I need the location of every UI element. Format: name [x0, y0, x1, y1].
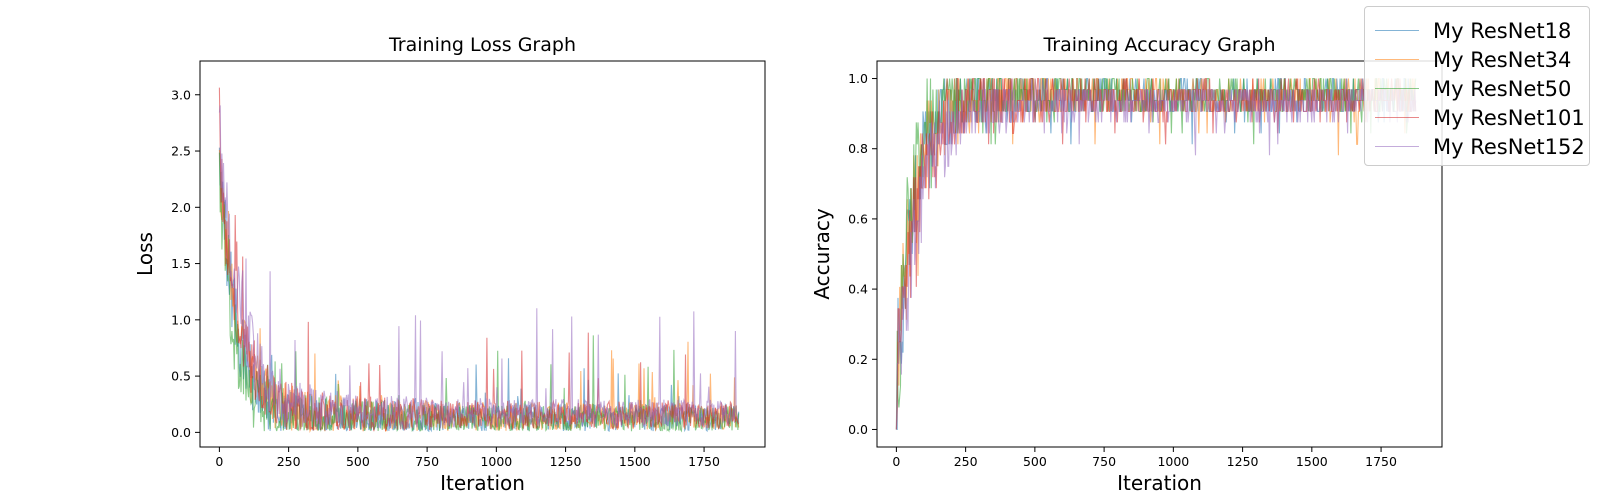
legend-label-resnet50: My ResNet50: [1433, 77, 1572, 101]
y-tick-label: 2.5: [171, 144, 191, 159]
y-axis-label: Loss: [133, 232, 157, 276]
y-tick-label: 0.6: [848, 211, 868, 226]
x-tick-label: 1000: [480, 454, 512, 469]
plot-frame: [199, 60, 766, 448]
chart-loss: 0 250 500 750 1000 1250 1500 1750 0.0 0.5 1.0 1.5 2.…: [133, 34, 766, 495]
legend-swatch-resnet101: [1375, 117, 1419, 118]
legend-item-resnet18: My ResNet18: [1365, 17, 1591, 45]
x-tick-label: 0: [215, 454, 223, 469]
y-tick-label: 3.0: [171, 87, 191, 102]
chart-title: Training Loss Graph: [388, 34, 576, 56]
x-tick-label: 1250: [1227, 454, 1259, 469]
x-tick-label: 750: [415, 454, 439, 469]
x-tick-label: 750: [1092, 454, 1116, 469]
legend-label-resnet101: My ResNet101: [1433, 106, 1585, 130]
legend: My ResNet18 My ResNet34 My ResNet50 My R…: [1364, 6, 1590, 166]
x-tick-label: 0: [892, 454, 900, 469]
y-tick-label: 1.5: [171, 256, 191, 271]
x-axis-label: Iteration: [1117, 471, 1202, 495]
legend-label-resnet34: My ResNet34: [1433, 48, 1572, 72]
x-tick-label: 500: [1023, 454, 1047, 469]
x-tick-label: 1500: [1296, 454, 1328, 469]
y-axis-label: Accuracy: [810, 208, 834, 299]
y-tick-label: 1.0: [848, 71, 868, 86]
x-tick-label: 1750: [688, 454, 720, 469]
y-tick-label: 0.2: [848, 352, 868, 367]
x-tick-label: 500: [346, 454, 370, 469]
legend-item-resnet50: My ResNet50: [1365, 75, 1591, 103]
x-tick-label: 1500: [619, 454, 651, 469]
plot-frame: [876, 60, 1443, 448]
x-axis-label: Iteration: [440, 471, 525, 495]
x-tick-label: 250: [954, 454, 978, 469]
legend-item-resnet34: My ResNet34: [1365, 46, 1591, 74]
y-tick-label: 0.5: [171, 369, 191, 384]
series-line-my-resnet34: [895, 77, 1416, 430]
legend-swatch-resnet50: [1375, 88, 1419, 89]
y-tick-label: 0.0: [848, 422, 868, 437]
legend-item-resnet152: My ResNet152: [1365, 133, 1591, 161]
legend-item-resnet101: My ResNet101: [1365, 104, 1591, 132]
legend-label-resnet18: My ResNet18: [1433, 19, 1572, 43]
legend-swatch-resnet152: [1375, 146, 1419, 147]
chart-accuracy: 0 250 500 750 1000 1250 1500 1750 0.0 0.2 0.4 0.6 0.…: [810, 34, 1443, 495]
chart-title: Training Accuracy Graph: [1042, 34, 1275, 56]
series-line-my-resnet152: [218, 105, 740, 431]
y-tick-label: 0.8: [848, 141, 868, 156]
series-line-my-resnet152: [895, 78, 1417, 430]
y-tick-label: 2.0: [171, 200, 191, 215]
x-tick-label: 1750: [1365, 454, 1397, 469]
x-tick-label: 1250: [550, 454, 582, 469]
x-tick-label: 1000: [1157, 454, 1189, 469]
y-tick-label: 0.4: [848, 282, 868, 297]
y-tick-label: 0.0: [171, 425, 191, 440]
legend-swatch-resnet34: [1375, 59, 1419, 60]
x-tick-label: 250: [277, 454, 301, 469]
y-tick-label: 1.0: [171, 312, 191, 327]
legend-label-resnet152: My ResNet152: [1433, 135, 1585, 159]
legend-swatch-resnet18: [1375, 30, 1419, 31]
